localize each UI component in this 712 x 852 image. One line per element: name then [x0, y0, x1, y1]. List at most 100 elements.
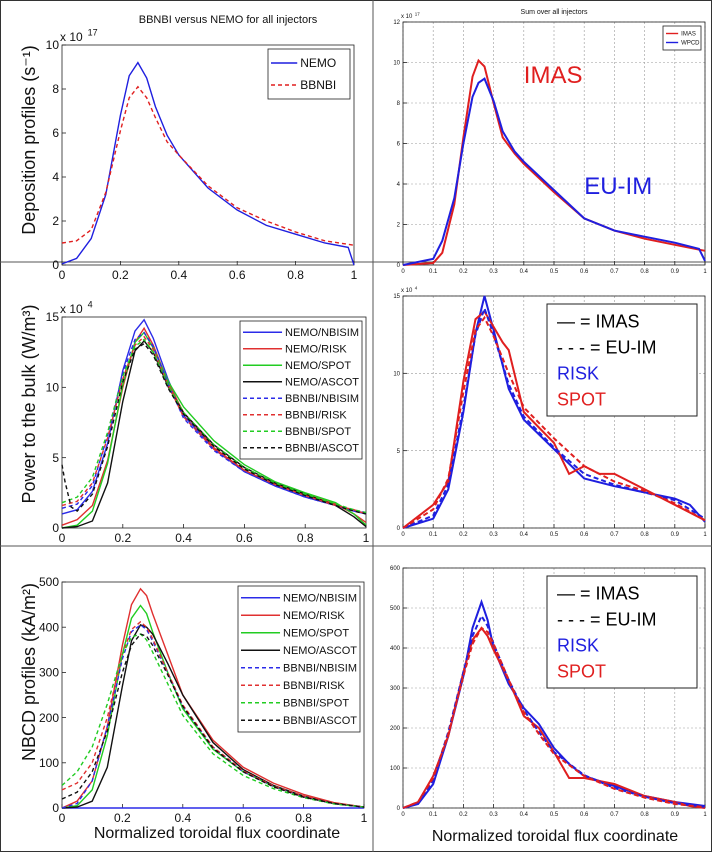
x-tick-label: 0.3 — [489, 532, 498, 538]
y-tick-label: 400 — [390, 646, 401, 652]
legend-label: RISK — [557, 363, 599, 383]
legend-label: IMAS — [681, 32, 696, 38]
series-line — [402, 309, 706, 529]
y-tick-label: 500 — [390, 606, 401, 612]
x-tick-label: 0.6 — [580, 532, 589, 538]
x-tick-label: 0.6 — [580, 812, 589, 818]
x-tick-label: 0.5 — [550, 532, 559, 538]
annotation-label: EU-IM — [584, 173, 652, 200]
x-tick-label: 0.3 — [489, 269, 498, 275]
x-tick-label: 0.6 — [580, 269, 589, 275]
x-tick-label: 1 — [703, 269, 707, 275]
series-line — [402, 305, 706, 529]
x-tick-label: 1 — [703, 532, 707, 538]
row-ylabel-nbcd: NBCD profiles (kA/m²) — [19, 583, 39, 761]
x-tick-label: 0.8 — [295, 811, 312, 825]
y-tick-label: 2 — [52, 214, 59, 228]
legend-label: RISK — [557, 635, 599, 655]
legend-label: NEMO/NBISIM — [283, 593, 357, 605]
axis-exponent-power: 4 — [88, 300, 93, 310]
x-tick-label: 0.2 — [459, 269, 468, 275]
y-tick-label: 100 — [39, 756, 59, 770]
y-tick-label: 500 — [39, 575, 59, 589]
x-tick-label: 0.2 — [114, 531, 131, 545]
x-tick-label: 0 — [401, 269, 405, 275]
x-tick-label: 0.6 — [236, 531, 253, 545]
legend-label: BBNBI/ASCOT — [283, 715, 357, 727]
y-tick-label: 0 — [397, 526, 401, 532]
legend-label: BBNBI/NBISIM — [283, 663, 357, 675]
legend-label: — = IMAS — [557, 583, 640, 603]
legend-box — [239, 320, 363, 460]
chart-panel-2: 0 0.1 0.2 0.3 0.4 0.5 0.6 0.7 0.8 0.9 1024681012x … — [393, 9, 707, 275]
chart-panel-5: 0 0.2 0.4 0.6 0.8 1 0 100 200 300 400 500 NEMO/NBISI… — [39, 575, 368, 825]
axes-frame — [61, 44, 355, 266]
legend-label: NEMO/SPOT — [283, 628, 349, 640]
x-tick-label: 0.5 — [550, 812, 559, 818]
y-tick-label: 6 — [397, 142, 401, 148]
legend-label: NEMO/NBISIM — [285, 327, 359, 339]
legend-label: BBNBI/SPOT — [283, 698, 349, 710]
legend-label: SPOT — [557, 661, 606, 681]
x-tick-label: 0.6 — [235, 811, 252, 825]
row-ylabel-power: Power to the bulk (W/m³) — [19, 304, 39, 503]
x-tick-label: 0.9 — [671, 532, 680, 538]
x-tick-label: 0.2 — [459, 532, 468, 538]
series-line-nemo-spot — [61, 331, 367, 529]
y-tick-label: 5 — [397, 449, 401, 455]
y-tick-label: 200 — [390, 726, 401, 732]
chart-title: BBNBI versus NEMO for all injectors — [139, 14, 318, 26]
legend-box — [546, 575, 698, 689]
axis-exponent: x 10 — [60, 30, 83, 44]
axis-exponent-power: 17 — [415, 11, 421, 16]
legend-label: BBNBI/RISK — [283, 680, 345, 692]
y-tick-label: 0 — [52, 801, 59, 815]
x-tick-label: 1 — [363, 531, 370, 545]
x-tick-label: 0 — [401, 812, 405, 818]
x-tick-label: 0.9 — [671, 812, 680, 818]
x-tick-label: 0.1 — [429, 812, 438, 818]
axis-exponent-power: 17 — [88, 28, 98, 38]
axis-exponent: x 10 — [401, 288, 413, 294]
legend-label: NEMO/ASCOT — [283, 645, 357, 657]
y-tick-label: 12 — [393, 20, 400, 26]
x-tick-label: 0.4 — [174, 811, 191, 825]
axes-frame — [61, 316, 367, 529]
x-axis-label-right: Normalized toroidal flux coordinate — [432, 828, 678, 845]
x-tick-label: 0.6 — [229, 268, 246, 282]
x-tick-label: 0.4 — [170, 268, 187, 282]
legend-label: - - - = EU-IM — [557, 337, 657, 357]
y-tick-label: 8 — [52, 82, 59, 96]
series-line — [402, 315, 706, 529]
y-tick-label: 8 — [397, 101, 401, 107]
legend-label: NEMO/ASCOT — [285, 377, 359, 389]
x-tick-label: 0.4 — [520, 269, 529, 275]
y-tick-label: 300 — [390, 686, 401, 692]
legend-label: BBNBI/NBISIM — [285, 393, 359, 405]
x-tick-label: 0.7 — [610, 269, 619, 275]
legend-box — [662, 25, 702, 51]
y-tick-label: 10 — [393, 371, 400, 377]
legend-label: SPOT — [557, 389, 606, 409]
series-line-bbnbi-ascot — [61, 633, 365, 808]
x-tick-label: 0.3 — [489, 812, 498, 818]
x-tick-label: 0.5 — [550, 269, 559, 275]
x-tick-label: 0.1 — [429, 269, 438, 275]
series-line-wpcd — [402, 77, 706, 266]
y-tick-label: 15 — [46, 310, 60, 324]
x-tick-label: 0.4 — [520, 532, 529, 538]
legend-label: — = IMAS — [557, 311, 640, 331]
axis-exponent: x 10 — [401, 14, 413, 20]
x-tick-label: 0.8 — [640, 269, 649, 275]
y-tick-label: 400 — [39, 620, 59, 634]
chart-title: Sum over all injectors — [521, 9, 588, 16]
x-tick-label: 1 — [361, 811, 368, 825]
y-tick-label: 4 — [52, 170, 59, 184]
y-tick-label: 10 — [393, 61, 400, 67]
legend-label: BBNBI/RISK — [285, 410, 347, 422]
legend-label: NEMO/RISK — [285, 344, 347, 356]
x-tick-label: 0.8 — [287, 268, 304, 282]
x-tick-label: 0 — [401, 532, 405, 538]
